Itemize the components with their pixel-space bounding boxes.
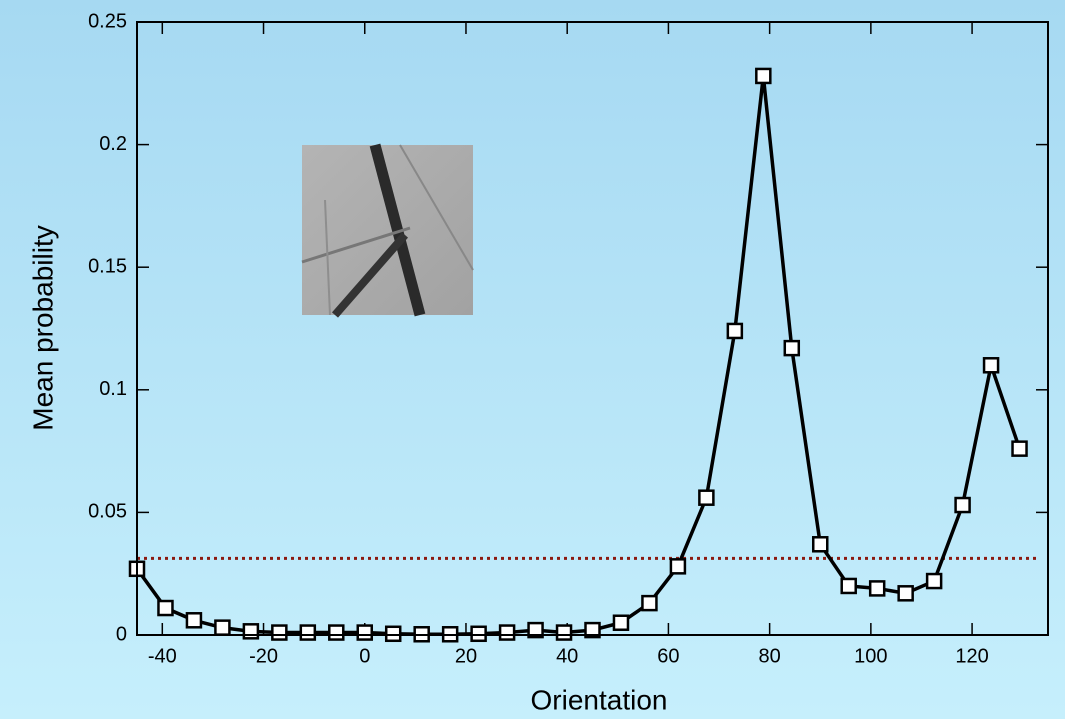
data-point — [157, 599, 174, 617]
data-point — [840, 577, 857, 595]
x-tick-label: 100 — [854, 645, 887, 667]
data-point — [612, 614, 630, 631]
data-point — [783, 339, 801, 357]
plot-area: 0 0.05 0.1 0.15 0.2 0.25 -40 -20 0 20 40 60 80 100 120 — [88, 10, 1048, 667]
data-point — [669, 558, 687, 575]
plot-frame — [136, 21, 1049, 636]
data-point — [641, 594, 658, 612]
y-axis-label: Mean probability — [27, 225, 58, 430]
data-point — [384, 625, 402, 643]
data-point — [470, 625, 487, 643]
data-point — [527, 621, 544, 639]
data-point — [868, 580, 886, 597]
data-point — [299, 624, 317, 641]
y-tick-label: 0.2 — [99, 133, 127, 155]
x-tick-label: 20 — [455, 645, 477, 667]
data-point — [954, 496, 971, 514]
y-tick-label: 0.15 — [88, 255, 127, 277]
y-tick-label: 0.05 — [88, 501, 127, 523]
data-point — [812, 536, 829, 553]
y-tick-label: 0.25 — [88, 10, 127, 32]
data-point — [982, 357, 1000, 374]
x-tick-label: 0 — [359, 645, 370, 667]
data-point — [242, 623, 260, 640]
data-point — [555, 624, 573, 641]
data-point — [328, 624, 345, 641]
data-point — [498, 624, 516, 641]
y-tick-label: 0.1 — [99, 378, 127, 400]
x-tick-label: 60 — [657, 645, 679, 667]
data-point — [356, 624, 373, 641]
y-tick-label: 0 — [116, 623, 127, 645]
x-tick-label: -20 — [249, 645, 278, 667]
data-point — [897, 585, 914, 602]
data-point — [726, 322, 744, 340]
data-point — [185, 612, 203, 629]
x-axis-label: Orientation — [531, 684, 668, 715]
x-tick-label: 80 — [759, 645, 781, 667]
data-point — [214, 619, 231, 636]
inset-image — [301, 143, 474, 318]
x-tick-label: -40 — [148, 645, 177, 667]
x-tick-label: 120 — [955, 645, 988, 667]
data-point — [271, 624, 288, 641]
data-point — [584, 621, 601, 639]
x-tick-label: 40 — [556, 645, 578, 667]
data-point — [1011, 440, 1028, 457]
data-point — [698, 489, 715, 506]
data-point — [925, 572, 943, 590]
data-point — [755, 67, 772, 85]
